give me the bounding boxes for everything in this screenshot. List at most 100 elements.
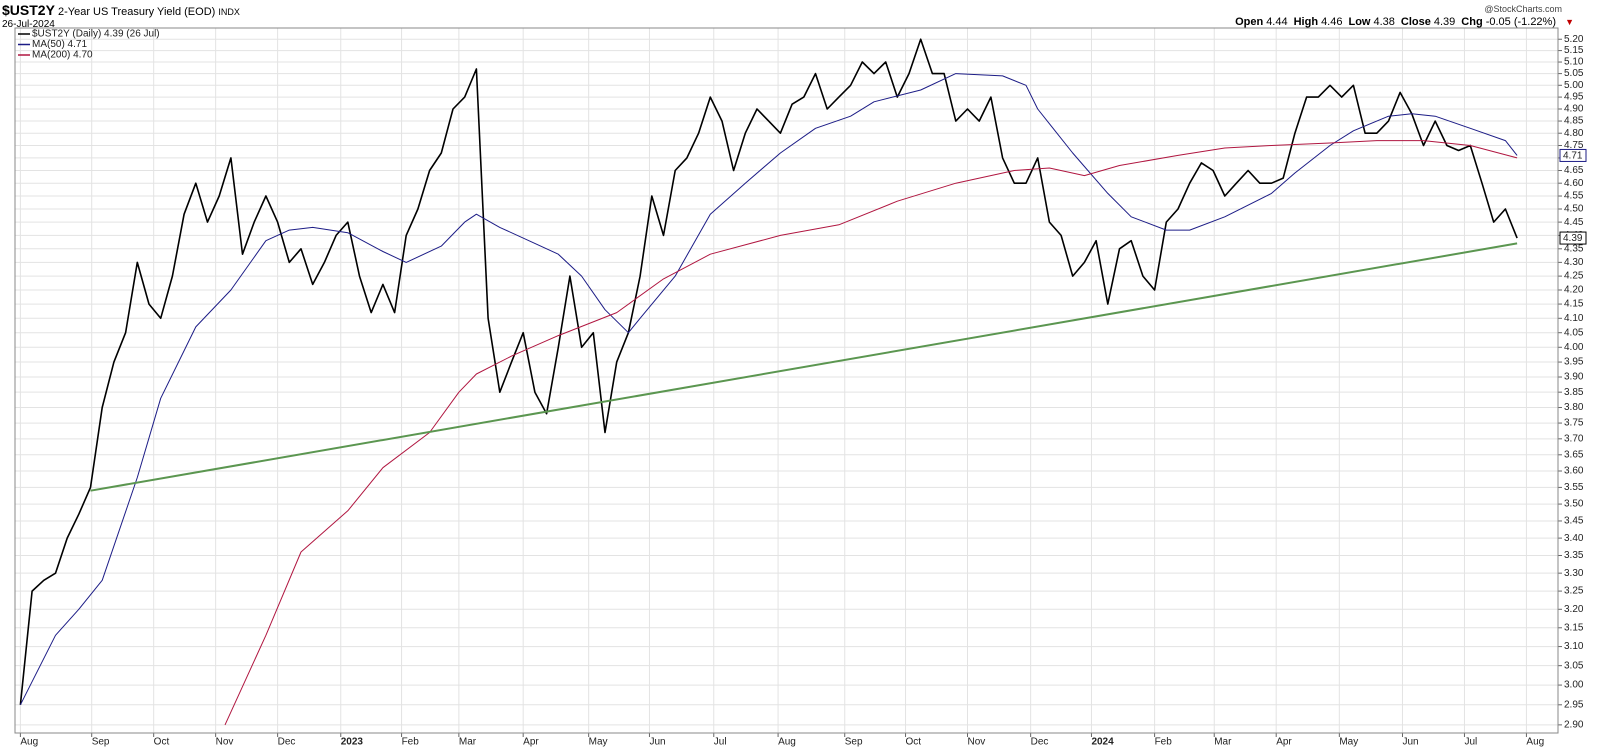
y-tick-label: 4.55 — [1564, 191, 1584, 202]
y-tick-label: 4.45 — [1564, 217, 1584, 228]
y-tick-label: 3.15 — [1564, 622, 1584, 633]
y-tick-label: 3.35 — [1564, 550, 1584, 561]
x-tick-label: 2024 — [1091, 737, 1114, 748]
y-tick-label: 3.80 — [1564, 402, 1584, 413]
quote-item: Open 4.44 — [1235, 16, 1288, 28]
y-tick-label: 4.75 — [1564, 140, 1584, 151]
x-tick-label: Feb — [402, 737, 420, 748]
x-tick-label: Mar — [459, 737, 477, 748]
quote-item: High 4.46 — [1294, 16, 1343, 28]
x-tick-label: May — [589, 737, 608, 748]
x-tick-label: Aug — [20, 737, 38, 748]
trend-line — [90, 242, 1518, 492]
x-tick-label: Dec — [1031, 737, 1049, 748]
x-tick-label: 2023 — [341, 737, 364, 748]
x-tick-label: Sep — [92, 737, 110, 748]
quote: Open 4.44 High 4.46 Low 4.38 Close 4.39 Chg -0.05… — [1235, 16, 1562, 28]
y-tick-label: 3.50 — [1564, 499, 1584, 510]
quote-item: Low 4.38 — [1348, 16, 1394, 28]
value-tag-box — [1559, 231, 1587, 245]
y-tick-label: 2.90 — [1564, 720, 1584, 731]
y-tick-label: 4.35 — [1564, 243, 1584, 254]
y-tick-label: 3.20 — [1564, 604, 1584, 615]
y-tick-label: 3.30 — [1564, 568, 1584, 579]
y-tick-label: 4.60 — [1564, 178, 1584, 189]
x-tick-label: Dec — [278, 737, 296, 748]
legend-label: MA(200) 4.70 — [32, 50, 93, 61]
symbol: $UST2Y — [2, 2, 55, 18]
quote-label: Chg — [1461, 16, 1483, 28]
title-row: $UST2Y 2-Year US Treasury Yield (EOD) IN… — [2, 2, 240, 18]
quote-item: Chg -0.05 (-1.22%) — [1461, 16, 1556, 28]
y-tick-label: 4.10 — [1564, 313, 1584, 324]
plot-area — [15, 28, 1558, 733]
y-tick-label: 5.05 — [1564, 68, 1584, 79]
y-tick-label: 4.50 — [1564, 204, 1584, 215]
y-tick-label: 5.20 — [1564, 34, 1584, 45]
quote-item: Close 4.39 — [1401, 16, 1455, 28]
y-tick-label: 4.05 — [1564, 327, 1584, 338]
x-tick-label: Jun — [1402, 737, 1418, 748]
y-tick-label: 3.60 — [1564, 466, 1584, 477]
y-tick-label: 3.00 — [1564, 680, 1584, 691]
y-tick-label: 3.70 — [1564, 433, 1584, 444]
y-tick-label: 3.55 — [1564, 482, 1584, 493]
value-tag: 4.39 — [1563, 233, 1583, 244]
x-tick-label: Feb — [1155, 737, 1173, 748]
x-tick-label: Mar — [1214, 737, 1232, 748]
y-tick-label: 2.95 — [1564, 699, 1584, 710]
x-tick-label: Oct — [154, 737, 170, 748]
date: 26-Jul-2024 — [2, 19, 55, 30]
x-tick-label: Aug — [1526, 737, 1544, 748]
y-tick-label: 3.65 — [1564, 449, 1584, 460]
x-tick-label: Apr — [523, 737, 539, 748]
plot-frame — [14, 27, 1559, 734]
x-tick-label: Aug — [778, 737, 796, 748]
exchange: INDX — [218, 7, 240, 17]
y-tick-label: 3.95 — [1564, 357, 1584, 368]
quote-label: Close — [1400, 16, 1431, 28]
x-tick-label: May — [1339, 737, 1358, 748]
quote-label: High — [1293, 16, 1319, 28]
quote-value: 4.44 — [1266, 16, 1288, 28]
credit: @StockCharts.com — [1484, 4, 1562, 14]
y-tick-label: 4.30 — [1564, 257, 1584, 268]
y-tick-label: 3.40 — [1564, 533, 1584, 544]
value-tag-box — [1559, 148, 1587, 162]
x-tick-label: Jun — [649, 737, 665, 748]
y-tick-label: 3.85 — [1564, 387, 1584, 398]
instrument-name: 2-Year US Treasury Yield (EOD) — [57, 6, 216, 18]
series-line — [19, 38, 1518, 705]
x-tick-label: Jul — [714, 737, 727, 748]
y-tick-label: 4.20 — [1564, 285, 1584, 296]
y-tick-label: 4.90 — [1564, 104, 1584, 115]
x-tick-label: Jul — [1464, 737, 1477, 748]
y-tick-label: 3.45 — [1564, 516, 1584, 527]
y-tick-label: 4.15 — [1564, 299, 1584, 310]
value-tag: 4.71 — [1563, 151, 1583, 162]
y-tick-label: 3.05 — [1564, 660, 1584, 671]
y-tick-label: 5.00 — [1564, 80, 1584, 91]
y-tick-label: 4.95 — [1564, 92, 1584, 103]
x-tick-label: Nov — [216, 737, 234, 748]
y-tick-label: 4.65 — [1564, 165, 1584, 176]
y-tick-label: 4.25 — [1564, 271, 1584, 282]
quote-value: 4.39 — [1433, 16, 1456, 28]
y-tick-label: 3.25 — [1564, 586, 1584, 597]
y-tick-label: 4.85 — [1564, 116, 1584, 127]
y-tick-label: 3.90 — [1564, 372, 1584, 383]
legend-label: $UST2Y (Daily) 4.39 (26 Jul) — [32, 29, 160, 40]
series-line — [224, 140, 1518, 726]
series-line — [19, 73, 1518, 706]
quote-label: Open — [1235, 16, 1264, 28]
y-tick-label: 3.10 — [1564, 641, 1584, 652]
chg-arrow: ▼ — [1565, 17, 1574, 27]
y-tick-label: 4.80 — [1564, 128, 1584, 139]
x-tick-label: Sep — [845, 737, 863, 748]
quote-value: -0.05 (-1.22%) — [1485, 16, 1556, 28]
quote-value: 4.38 — [1373, 16, 1395, 28]
x-tick-label: Oct — [906, 737, 922, 748]
y-tick-label: 5.15 — [1564, 45, 1584, 56]
